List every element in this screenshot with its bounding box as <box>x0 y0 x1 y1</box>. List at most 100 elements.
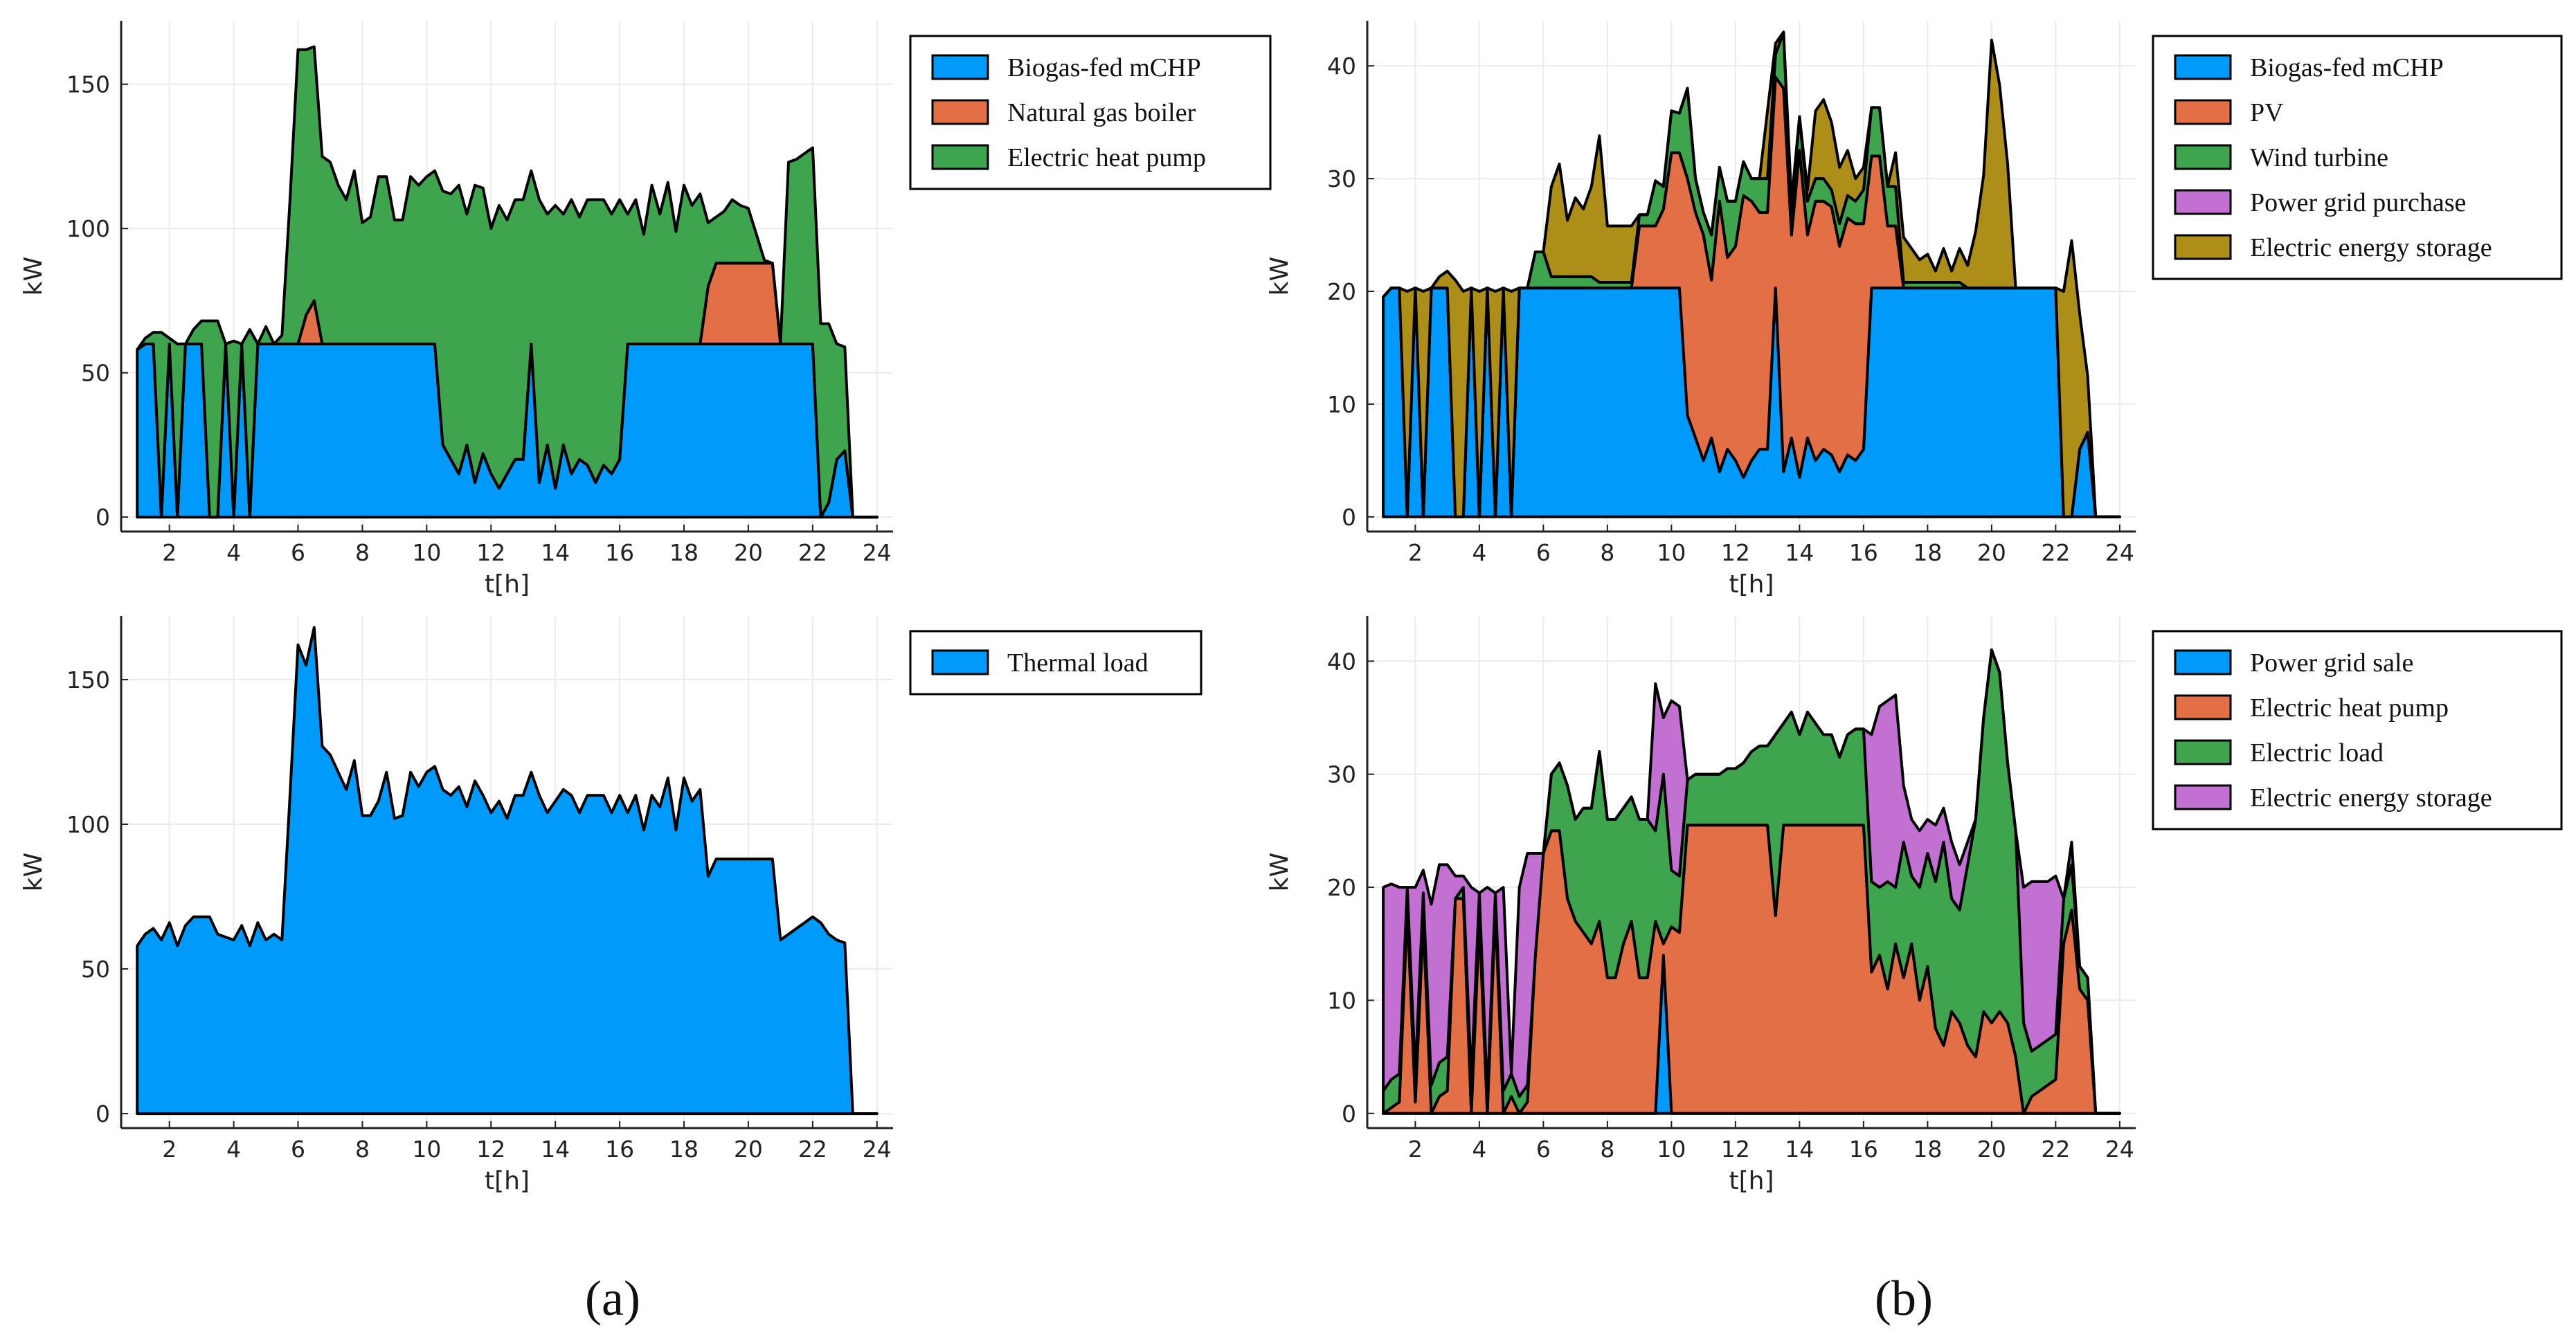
area-electric-energy-storage <box>1382 648 2121 1115</box>
x-tick-label: 24 <box>863 1136 892 1163</box>
x-tick-label: 8 <box>355 1136 370 1163</box>
legend-label: Wind turbine <box>2250 143 2388 172</box>
x-tick-label: 10 <box>412 1136 441 1163</box>
x-tick-label: 12 <box>476 539 505 566</box>
x-tick-label: 16 <box>605 1136 634 1163</box>
x-tick-label: 16 <box>605 539 634 566</box>
legend-label: Electric energy storage <box>2250 233 2492 262</box>
x-tick-label: 14 <box>1785 1136 1814 1163</box>
x-axis-label: t[h] <box>1729 1167 1774 1195</box>
x-tick-label: 2 <box>1408 539 1423 566</box>
legend-label: Electric load <box>2250 738 2384 768</box>
y-tick-label: 30 <box>1327 761 1356 788</box>
y-tick-label: 150 <box>66 666 110 693</box>
legend-label: Electric heat pump <box>2250 693 2449 723</box>
y-tick-label: 0 <box>1342 504 1356 531</box>
y-tick-label: 100 <box>66 215 110 242</box>
legend-label: Biogas-fed mCHP <box>1007 53 1201 82</box>
y-tick-label: 50 <box>81 360 110 387</box>
x-tick-label: 22 <box>798 1136 827 1163</box>
area-electric-energy-storage <box>1382 30 2121 518</box>
legend-label: Thermal load <box>1007 648 1149 678</box>
legend-swatch <box>931 144 989 170</box>
x-tick-label: 2 <box>162 539 177 566</box>
x-tick-label: 16 <box>1849 539 1878 566</box>
legend-swatch <box>931 54 989 80</box>
y-tick-label: 10 <box>1327 987 1356 1014</box>
legend-swatch <box>2174 649 2232 675</box>
y-tick-label: 10 <box>1327 391 1356 418</box>
y-axis-label: kW <box>1266 257 1294 296</box>
area-thermal-load <box>136 626 879 1116</box>
legend-label: Electric energy storage <box>2250 783 2492 812</box>
y-tick-label: 40 <box>1327 53 1356 80</box>
legend-swatch <box>2174 784 2232 810</box>
x-tick-label: 8 <box>1600 1136 1614 1163</box>
x-tick-label: 4 <box>226 539 241 566</box>
y-tick-label: 20 <box>1327 874 1356 901</box>
x-tick-label: 2 <box>1408 1136 1423 1163</box>
legend-swatch <box>931 99 989 125</box>
x-tick-label: 10 <box>1657 539 1686 566</box>
y-tick-label: 40 <box>1327 648 1356 675</box>
x-axis-label: t[h] <box>1729 570 1774 599</box>
legend-swatch <box>931 649 989 675</box>
x-tick-label: 8 <box>355 539 370 566</box>
chart-b-bottom: 2 4 6 8 10 12 14 16 18 20 22 24010203040t[h]kWPower… <box>1266 616 2563 1195</box>
y-tick-label: 20 <box>1327 278 1356 305</box>
x-tick-label: 20 <box>734 539 763 566</box>
x-tick-label: 18 <box>669 1136 699 1163</box>
y-tick-label: 50 <box>81 956 110 983</box>
legend-swatch <box>2174 694 2232 720</box>
x-tick-label: 20 <box>1977 1136 2006 1163</box>
x-tick-label: 24 <box>863 539 892 566</box>
x-tick-label: 14 <box>541 539 570 566</box>
x-tick-label: 14 <box>541 1136 570 1163</box>
legend-swatch <box>2174 739 2232 765</box>
x-tick-label: 6 <box>1536 1136 1551 1163</box>
x-tick-label: 2 <box>162 1136 177 1163</box>
x-tick-label: 24 <box>2105 539 2134 566</box>
x-tick-label: 20 <box>734 1136 763 1163</box>
legend-swatch <box>2174 144 2232 170</box>
y-tick-label: 100 <box>66 811 110 838</box>
legend-swatch <box>2174 99 2232 125</box>
y-axis-label: kW <box>19 853 48 891</box>
x-tick-label: 18 <box>1913 1136 1942 1163</box>
x-axis-label: t[h] <box>485 570 530 599</box>
legend-label: Power grid purchase <box>2250 188 2466 217</box>
legend-label: Power grid sale <box>2250 648 2413 678</box>
x-tick-label: 16 <box>1849 1136 1878 1163</box>
chart-b-top: 2 4 6 8 10 12 14 16 18 20 22 24010203040t[h]kWBioga… <box>1266 21 2563 599</box>
legend-label: Biogas-fed mCHP <box>2250 53 2444 82</box>
legend-swatch <box>2174 54 2232 80</box>
y-axis-label: kW <box>19 257 48 296</box>
legend-swatch <box>2174 234 2232 260</box>
chart-a-top: 2 4 6 8 10 12 14 16 18 20 22 24050100150t[h]kWBioga… <box>19 21 1272 599</box>
x-tick-label: 4 <box>226 1136 241 1163</box>
legend-label: Natural gas boiler <box>1007 98 1196 127</box>
x-tick-label: 4 <box>1472 1136 1486 1163</box>
x-tick-label: 18 <box>669 539 699 566</box>
x-tick-label: 4 <box>1472 539 1486 566</box>
x-tick-label: 24 <box>2105 1136 2134 1163</box>
x-tick-label: 6 <box>291 1136 305 1163</box>
x-tick-label: 22 <box>2041 539 2070 566</box>
x-tick-label: 18 <box>1913 539 1942 566</box>
x-tick-label: 22 <box>2041 1136 2070 1163</box>
x-tick-label: 10 <box>412 539 441 566</box>
x-tick-label: 6 <box>291 539 305 566</box>
y-tick-label: 0 <box>1342 1100 1356 1127</box>
legend-swatch <box>2174 189 2232 215</box>
legend-label: PV <box>2250 98 2284 127</box>
x-tick-label: 6 <box>1536 539 1551 566</box>
x-tick-label: 12 <box>1721 1136 1750 1163</box>
x-tick-label: 12 <box>476 1136 505 1163</box>
y-tick-label: 0 <box>96 504 110 531</box>
y-axis-label: kW <box>1266 853 1294 891</box>
panel-label-b: (b) <box>1875 1271 1933 1326</box>
area-electric-heat-pump <box>136 45 879 519</box>
x-axis-label: t[h] <box>485 1167 530 1195</box>
y-tick-label: 30 <box>1327 165 1356 192</box>
x-tick-label: 22 <box>798 539 827 566</box>
